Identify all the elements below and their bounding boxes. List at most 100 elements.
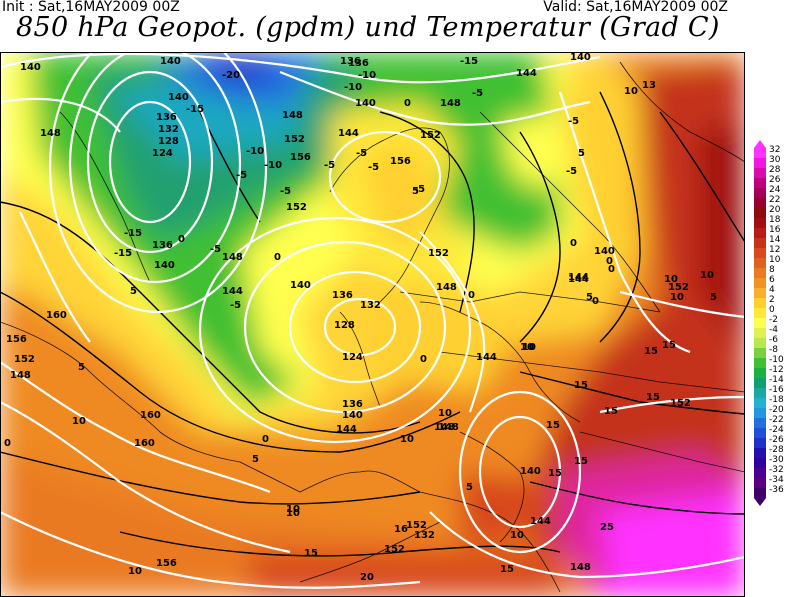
colorbar-cell [754,438,766,448]
weather-map: 140 140 136 148 140 144 140 136 132 128 … [0,52,745,597]
colorbar-label: 4 [769,285,775,295]
colorbar-cell [754,298,766,308]
temp-label: -5 [236,170,247,181]
temp-label: 0 [608,264,615,275]
geo-label: 148 [40,128,61,139]
colorbar-cell [754,188,766,198]
temp-label: 0 [404,98,411,109]
temp-label: 10 [128,566,142,577]
geo-label: 128 [158,136,179,147]
colorbar-label: -4 [769,325,778,335]
colorbar-cell [754,448,766,458]
colorbar-label: 12 [769,245,780,255]
colorbar-cell [754,378,766,388]
geo-label: 140 [570,52,591,63]
geo-label: 148 [436,282,457,293]
colorbar-cell [754,148,766,158]
temp-label: 25 [600,522,614,533]
colorbar-label: 24 [769,185,781,195]
temp-label: 10 [438,408,452,419]
geo-label: 136 [340,56,361,67]
temp-label: 10 [72,416,86,427]
colorbar-cell [754,408,766,418]
colorbar-label: -12 [769,365,784,375]
colorbar-cell [754,158,766,168]
temp-label: -5 [230,300,241,311]
colorbar-label: -26 [769,435,784,445]
temp-label: -5 [356,148,367,159]
temp-label: 10 [510,530,524,541]
temperature-labels: -20 -15 -10 -10 0 -5 -15 -5 -10 -15 -5 -… [4,56,717,583]
geo-label: 124 [152,148,173,159]
geo-label: 132 [158,124,179,135]
temp-label: -5 [568,116,579,127]
colorbar-label: -30 [769,455,784,465]
colorbar-label: 16 [769,225,781,235]
temp-label: -15 [460,56,478,67]
temp-label: 5 [578,148,585,159]
geo-label: 124 [342,352,363,363]
geo-label: 148 [438,422,459,433]
temp-label: 15 [646,392,660,403]
geo-label: 140 [20,62,41,73]
geo-label: 156 [290,152,311,163]
colorbar-label: 2 [769,295,775,305]
colorbar-label: 20 [769,205,781,215]
geo-label: 144 [516,68,537,79]
geo-label: 152 [14,354,35,365]
temp-label: 16 [394,524,408,535]
temp-label: -10 [246,146,264,157]
temp-label: 15 [574,380,588,391]
temp-label: 0 [592,296,599,307]
temp-label: 15 [662,340,676,351]
temp-label: 0 [4,438,11,449]
colorbar-label: -6 [769,335,778,345]
colorbar-cell [754,198,766,208]
temp-label: -15 [114,248,132,259]
geo-label: 128 [334,320,355,331]
colorbar-cell [754,338,766,348]
temp-label: 5 [78,362,85,373]
temp-label: 15 [304,548,318,559]
temp-label: 10 [286,508,300,519]
geo-label: 152 [384,544,405,555]
temp-label: 0 [606,256,613,267]
temp-label: 15 [548,468,562,479]
temp-label: 20 [360,572,374,583]
temp-label: -10 [358,70,376,81]
geo-label: 140 [160,56,181,67]
geo-label: 140 [290,280,311,291]
geo-label: 144 [476,352,497,363]
temp-label: 10 [400,434,414,445]
temp-label: -15 [124,228,142,239]
temp-label: 0 [274,252,281,263]
colorbar-cell [754,218,766,228]
geo-label: 136 [152,240,173,251]
colorbar-cell [754,458,766,468]
temp-label: 10 [664,274,678,285]
colorbar-label: 22 [769,195,780,205]
temp-label: 0 [178,234,185,245]
colorbar-cell [754,318,766,328]
geo-label: 156 [390,156,411,167]
colorbar-top-arrow [754,140,766,148]
colorbar-cell [754,388,766,398]
geo-label: 144 [338,128,359,139]
colorbar-label: -8 [769,345,778,355]
colorbar-label: 6 [769,275,775,285]
temp-label: -15 [186,104,204,115]
geo-label: 148 [570,562,591,573]
temp-label: 15 [604,406,618,417]
colorbar-cell [754,468,766,478]
isotherms [0,91,745,557]
colorbar-label: -14 [769,375,784,385]
header-bar: Init : Sat,16MAY2009 00Z Valid: Sat,16MA… [0,0,790,50]
temp-label: 10 [286,504,300,515]
temp-label: -10 [344,82,362,93]
colorbar-label: -10 [769,355,784,365]
geo-label: 152 [670,398,691,409]
colorbar-cell [754,308,766,318]
temp-label: -5 [472,88,483,99]
colorbar-label: 30 [769,155,781,165]
temp-label: -5 [210,244,221,255]
